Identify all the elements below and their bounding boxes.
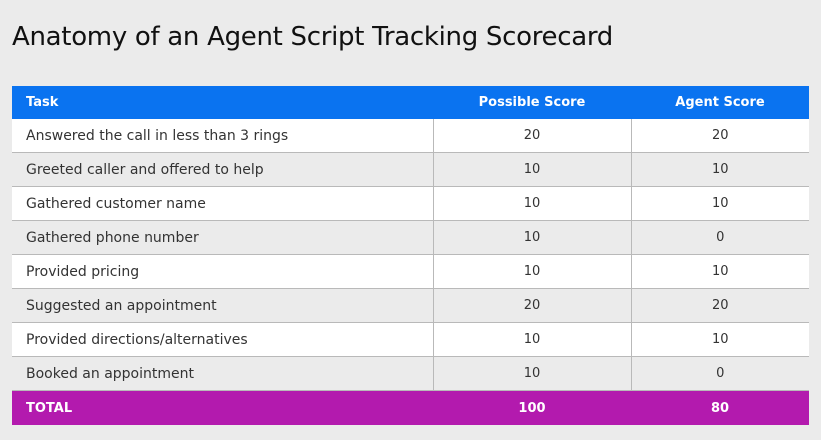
table-header: Task Possible Score Agent Score: [12, 86, 809, 119]
total-possible-score: 100: [433, 390, 631, 425]
task-cell: Gathered customer name: [12, 186, 434, 221]
task-cell: Provided pricing: [12, 254, 434, 289]
table-row: Greeted caller and offered to help 10 10: [12, 152, 809, 187]
agent-score-cell: 10: [630, 152, 809, 187]
agent-score-cell: 20: [630, 119, 809, 153]
task-cell: Booked an appointment: [12, 356, 434, 391]
task-cell: Answered the call in less than 3 rings: [12, 119, 434, 153]
task-cell: Gathered phone number: [12, 220, 434, 255]
table-row: Answered the call in less than 3 rings 2…: [12, 119, 809, 153]
table-row: Provided directions/alternatives 10 10: [12, 322, 809, 357]
agent-score-cell: 10: [630, 254, 809, 289]
column-header-agent-score: Agent Score: [631, 86, 809, 119]
total-agent-score: 80: [631, 390, 809, 425]
task-cell: Provided directions/alternatives: [12, 322, 434, 357]
scorecard-table: Task Possible Score Agent Score Answered…: [12, 86, 809, 425]
table-row: Provided pricing 10 10: [12, 254, 809, 289]
agent-score-cell: 0: [630, 220, 809, 255]
table-row: Suggested an appointment 20 20: [12, 288, 809, 323]
task-cell: Greeted caller and offered to help: [12, 152, 434, 187]
possible-score-cell: 20: [432, 119, 632, 153]
table-footer: TOTAL 100 80: [12, 390, 809, 425]
column-header-possible-score: Possible Score: [433, 86, 631, 119]
table-row: Gathered customer name 10 10: [12, 186, 809, 221]
table-body: Answered the call in less than 3 rings 2…: [12, 119, 809, 391]
page-title: Anatomy of an Agent Script Tracking Scor…: [12, 22, 613, 52]
task-cell: Suggested an appointment: [12, 288, 434, 323]
total-label: TOTAL: [12, 390, 433, 425]
header-row: Task Possible Score Agent Score: [12, 86, 809, 119]
table-row: Gathered phone number 10 0: [12, 220, 809, 255]
column-header-task: Task: [12, 86, 433, 119]
possible-score-cell: 10: [432, 152, 632, 187]
possible-score-cell: 10: [432, 254, 632, 289]
possible-score-cell: 20: [432, 288, 632, 323]
possible-score-cell: 10: [432, 186, 632, 221]
agent-score-cell: 0: [630, 356, 809, 391]
total-row: TOTAL 100 80: [12, 390, 809, 425]
agent-score-cell: 10: [630, 322, 809, 357]
possible-score-cell: 10: [432, 322, 632, 357]
possible-score-cell: 10: [432, 220, 632, 255]
agent-score-cell: 20: [630, 288, 809, 323]
agent-score-cell: 10: [630, 186, 809, 221]
possible-score-cell: 10: [432, 356, 632, 391]
table-row: Booked an appointment 10 0: [12, 356, 809, 391]
